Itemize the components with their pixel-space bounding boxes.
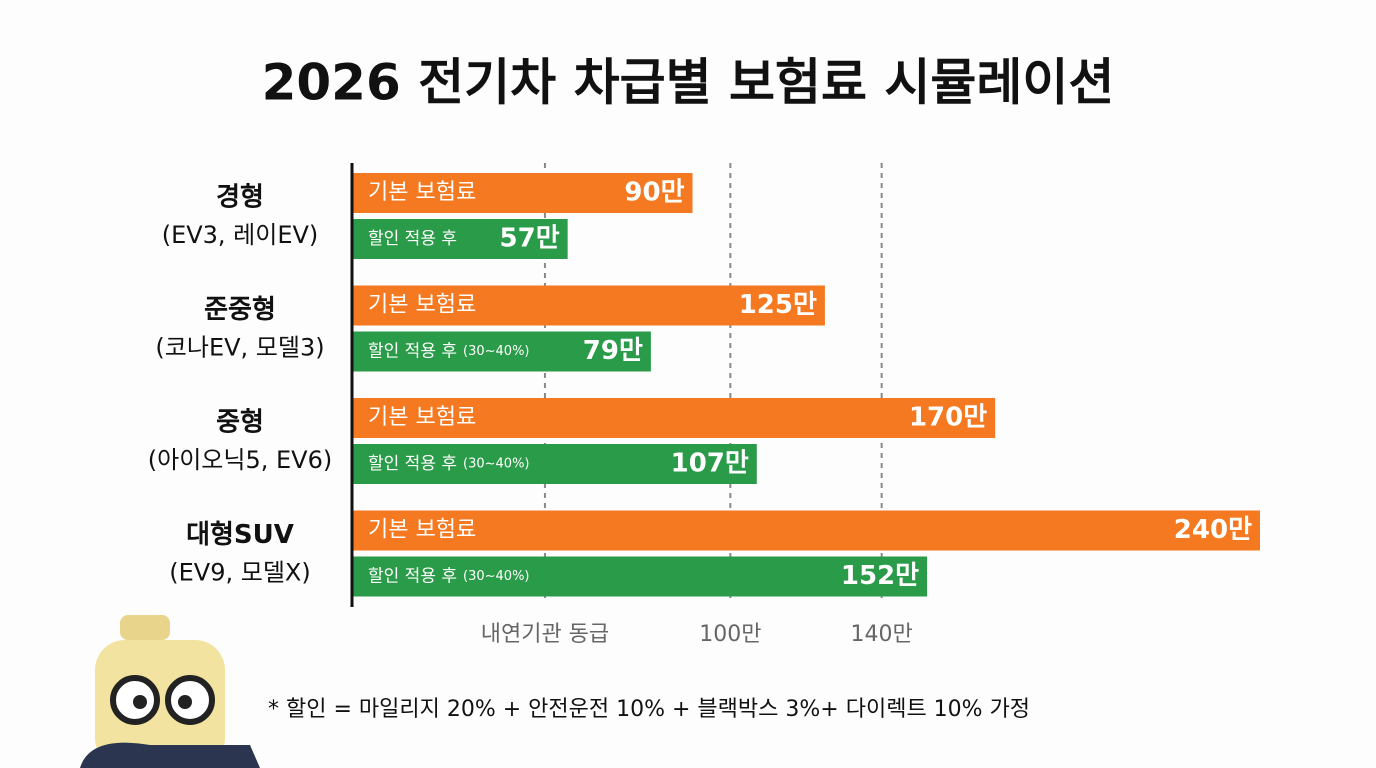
- bar: [352, 398, 996, 438]
- bar-series-label: 기본 보험료: [368, 293, 476, 318]
- bar-series-label: 기본 보험료: [368, 405, 476, 430]
- mascot-body: [95, 640, 225, 768]
- category-label: 준중형: [204, 295, 276, 325]
- bar-series-label: 할인 적용 후: [368, 342, 457, 362]
- x-tick-label: 100만: [699, 622, 761, 647]
- bar: [352, 331, 651, 372]
- bar: [352, 444, 757, 484]
- value-label: 240만: [1174, 515, 1252, 545]
- x-tick-label: 내연기관 동급: [481, 622, 609, 647]
- category-label: 경형: [216, 183, 264, 213]
- bar-series-label: 할인 적용 후: [368, 454, 457, 474]
- bar: [352, 510, 1260, 551]
- bar-note: (30~40%): [463, 457, 529, 472]
- category-label: 대형SUV: [186, 520, 294, 550]
- value-label: 107만: [671, 449, 749, 479]
- bar-note: (30~40%): [463, 569, 529, 584]
- category-label: 중형: [216, 408, 264, 438]
- value-label: 152만: [841, 561, 919, 591]
- category-models: (아이오닉5, EV6): [148, 446, 332, 474]
- bar-series-label: 할인 적용 후: [368, 229, 457, 249]
- value-label: 125만: [739, 290, 817, 320]
- category-models: (EV9, 모델X): [169, 559, 310, 587]
- bar: [352, 556, 928, 597]
- x-tick-label: 140만: [851, 622, 913, 647]
- mascot-eye: [178, 695, 192, 709]
- footnote: * 할인 = 마일리지 20% + 안전운전 10% + 블랙박스 3%+ 다이…: [268, 697, 1030, 722]
- value-label: 79만: [583, 336, 643, 366]
- mascot-suit: [80, 742, 260, 768]
- bar-series-label: 기본 보험료: [368, 518, 476, 543]
- bar: [352, 285, 825, 326]
- bar-note: (30~40%): [463, 344, 529, 359]
- chart-title: 2026 전기차 차급별 보험료 시뮬레이션: [262, 54, 1115, 112]
- bar-series-label: 기본 보험료: [368, 180, 476, 205]
- mascot-eye: [133, 695, 147, 709]
- bar: [352, 173, 693, 213]
- bar-series-label: 할인 적용 후: [368, 567, 457, 587]
- bar: [352, 219, 568, 259]
- value-label: 57만: [500, 224, 560, 254]
- value-label: 170만: [909, 403, 987, 433]
- value-label: 90만: [624, 178, 684, 208]
- mascot-cap: [120, 615, 170, 640]
- mascot: [80, 615, 260, 768]
- category-models: (코나EV, 모델3): [155, 334, 324, 362]
- category-models: (EV3, 레이EV): [162, 221, 319, 249]
